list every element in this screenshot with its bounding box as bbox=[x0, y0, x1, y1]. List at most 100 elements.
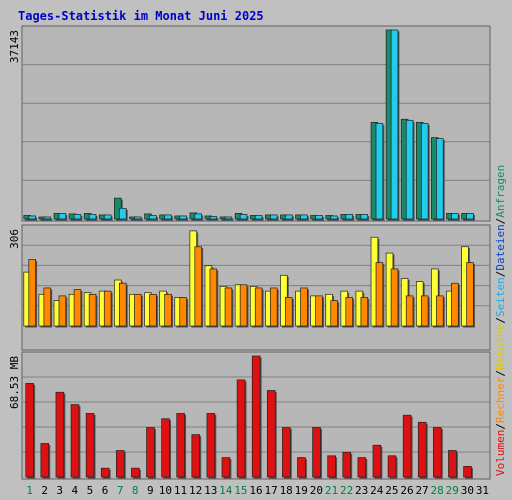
bar-dateien-day-9 bbox=[149, 215, 157, 220]
bar-volumen-day-13 bbox=[206, 413, 216, 478]
bar-rechner-day-9 bbox=[149, 293, 157, 327]
bar-dateien-day-25 bbox=[390, 29, 399, 220]
bar-volumen-day-22 bbox=[342, 451, 352, 478]
bar-dateien-day-23 bbox=[360, 214, 369, 220]
x-tick-label-23: 23 bbox=[355, 484, 368, 497]
bar-dateien-day-2 bbox=[43, 216, 52, 220]
bar-rechner-day-20 bbox=[315, 295, 323, 327]
bar-dateien-day-15 bbox=[239, 214, 248, 220]
x-tick-label-31: 31 bbox=[476, 484, 489, 497]
x-tick-label-16: 16 bbox=[249, 484, 262, 497]
bar-dateien-day-22 bbox=[345, 214, 353, 220]
bar-volumen-day-2 bbox=[40, 443, 50, 478]
x-tick-label-8: 8 bbox=[132, 484, 139, 497]
bar-volumen-day-12 bbox=[191, 434, 201, 478]
bar-dateien-day-11 bbox=[179, 215, 187, 220]
bar-dateien-day-6 bbox=[103, 214, 112, 220]
bar-dateien-day-13 bbox=[209, 216, 218, 220]
bar-rechner-day-25 bbox=[390, 268, 399, 327]
bar-rechner-day-17 bbox=[269, 287, 278, 327]
bar-rechner-day-28 bbox=[436, 295, 444, 327]
bar-rechner-day-3 bbox=[58, 295, 67, 327]
x-tick-label-11: 11 bbox=[174, 484, 187, 497]
bar-rechner-day-7 bbox=[119, 282, 127, 327]
x-tick-label-5: 5 bbox=[87, 484, 94, 497]
bar-volumen-day-3 bbox=[55, 391, 65, 478]
bar-rechner-day-2 bbox=[43, 287, 52, 327]
x-tick-label-2: 2 bbox=[41, 484, 48, 497]
bar-volumen-day-21 bbox=[327, 455, 336, 478]
legend-entry: / bbox=[494, 271, 507, 278]
x-tick-label-7: 7 bbox=[117, 484, 124, 497]
bar-rechner-day-29 bbox=[451, 282, 459, 327]
bar-volumen-day-17 bbox=[266, 390, 276, 478]
bar-dateien-day-3 bbox=[58, 213, 67, 220]
bar-rechner-day-5 bbox=[88, 293, 97, 327]
bar-rechner-day-13 bbox=[209, 268, 218, 327]
bar-volumen-day-28 bbox=[433, 427, 442, 478]
x-tick-label-9: 9 bbox=[147, 484, 154, 497]
bar-shadow bbox=[221, 218, 229, 221]
x-tick-label-27: 27 bbox=[415, 484, 428, 497]
x-tick-label-22: 22 bbox=[340, 484, 353, 497]
x-tick-label-15: 15 bbox=[234, 484, 247, 497]
bar-dateien-day-17 bbox=[269, 214, 278, 220]
bar-shadow bbox=[135, 218, 143, 221]
bar-dateien-day-14 bbox=[224, 216, 233, 220]
legend-entry: Anfragen bbox=[494, 165, 507, 218]
bar-rechner-day-6 bbox=[103, 290, 112, 327]
bar-volumen-day-30 bbox=[463, 466, 472, 478]
bar-dateien-day-21 bbox=[330, 215, 338, 220]
x-tick-label-17: 17 bbox=[264, 484, 277, 497]
x-axis-labels: 1 2 3 4 5 6 7 8 9 10 11 12 13 14 15 16 17 18 19 20 21 22 23 24 2… bbox=[26, 484, 489, 497]
bar-rechner-day-4 bbox=[73, 289, 82, 327]
bar-rechner-day-16 bbox=[254, 287, 263, 327]
bar-rechner-day-26 bbox=[405, 295, 414, 327]
bar-rechner-day-8 bbox=[134, 293, 142, 327]
x-tick-label-19: 19 bbox=[295, 484, 308, 497]
bar-rechner-day-21 bbox=[330, 300, 338, 327]
bar-rechner-day-11 bbox=[179, 297, 187, 327]
bar-volumen-day-18 bbox=[282, 427, 291, 478]
bar-volumen-day-19 bbox=[297, 457, 306, 478]
x-tick-label-10: 10 bbox=[159, 484, 172, 497]
bar-dateien-day-1 bbox=[28, 215, 36, 220]
legend-entry: / bbox=[494, 370, 507, 377]
bar-volumen-day-4 bbox=[70, 404, 80, 478]
bar-volumen-day-8 bbox=[131, 467, 140, 478]
y-axis-max-label: 37143 bbox=[8, 30, 21, 63]
x-tick-label-26: 26 bbox=[400, 484, 413, 497]
bar-volumen-day-7 bbox=[116, 450, 125, 478]
bar-dateien-day-20 bbox=[315, 215, 323, 220]
x-tick-label-12: 12 bbox=[189, 484, 202, 497]
x-tick-label-20: 20 bbox=[310, 484, 323, 497]
bar-dateien-day-27 bbox=[420, 122, 429, 220]
x-tick-label-14: 14 bbox=[219, 484, 233, 497]
bar-dateien-day-7 bbox=[119, 207, 127, 220]
bar-shadow bbox=[226, 218, 234, 221]
x-tick-label-24: 24 bbox=[370, 484, 384, 497]
bar-rechner-day-19 bbox=[300, 287, 308, 327]
bar-volumen-day-14 bbox=[221, 457, 231, 478]
legend-entry: Rechner bbox=[494, 376, 507, 423]
legend-entry: Besuche bbox=[494, 324, 507, 370]
bar-volumen-day-29 bbox=[448, 450, 457, 478]
bar-volumen-day-27 bbox=[417, 421, 427, 478]
legend-entry: Dateien bbox=[494, 224, 507, 270]
x-tick-label-30: 30 bbox=[461, 484, 474, 497]
bar-rechner-day-18 bbox=[285, 297, 293, 327]
bar-rechner-day-22 bbox=[345, 297, 353, 327]
bar-volumen-day-15 bbox=[236, 379, 246, 478]
legend-entry: / bbox=[494, 317, 507, 324]
bar-shadow bbox=[130, 218, 138, 221]
bar-rechner-day-23 bbox=[360, 297, 369, 327]
x-tick-label-21: 21 bbox=[325, 484, 338, 497]
legend-entry: / bbox=[494, 423, 507, 430]
legend-entry: Volumen bbox=[494, 430, 507, 476]
bar-rechner-day-12 bbox=[194, 246, 203, 327]
bar-volumen-day-25 bbox=[387, 455, 397, 478]
bar-volumen-day-5 bbox=[85, 413, 95, 478]
bar-dateien-day-10 bbox=[164, 214, 172, 220]
bar-rechner-day-14 bbox=[224, 287, 233, 327]
